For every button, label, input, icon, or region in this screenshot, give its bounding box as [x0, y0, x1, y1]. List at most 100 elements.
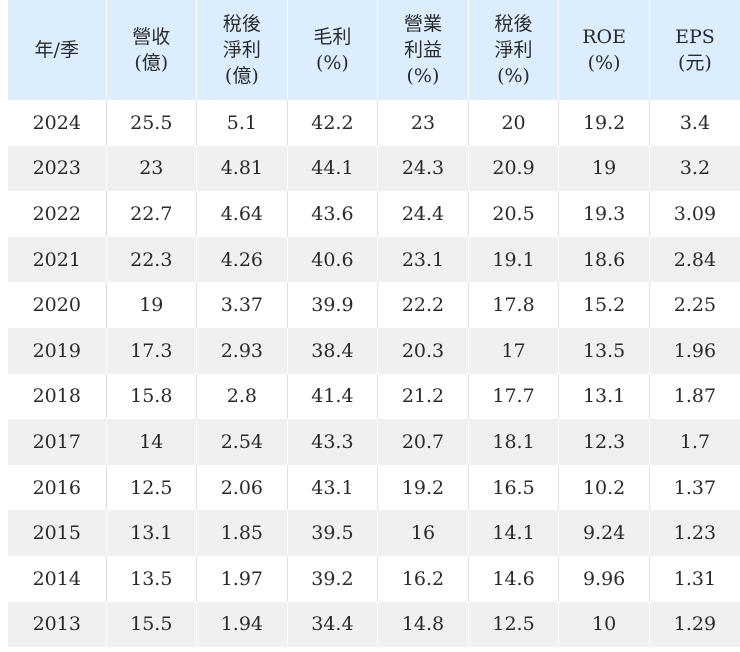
header-label-line: ROE: [582, 26, 626, 48]
value-cell: 2.06: [196, 464, 288, 511]
value-cell: 20.3: [377, 327, 469, 374]
value-cell: 39.2: [287, 555, 379, 602]
value-cell: 24.4: [377, 191, 469, 237]
header-label-line: 營收: [132, 26, 171, 48]
year-cell: 2015: [8, 510, 107, 556]
value-cell: 21.2: [377, 373, 469, 420]
table-row: 2023 23 4.81 44.1 24.3 20.9 19 3.2: [8, 145, 740, 192]
table-row: 2016 12.5 2.06 43.1 19.2 16.5 10.2 1.37: [8, 464, 740, 511]
value-cell: 2.8: [196, 373, 288, 420]
header-eps: EPS (元): [649, 0, 740, 100]
value-cell: 1.31: [649, 555, 740, 602]
value-cell: 12.3: [558, 419, 650, 465]
value-cell: 2.54: [196, 419, 288, 465]
value-cell: 3.4: [649, 100, 740, 146]
value-cell: 44.1: [287, 145, 379, 192]
value-cell: 25.5: [106, 100, 198, 146]
year-cell: 2020: [8, 282, 107, 328]
header-revenue: 營收 (億): [106, 0, 198, 100]
value-cell: 19.2: [558, 100, 650, 146]
header-gross-margin: 毛利 (%): [287, 0, 379, 100]
value-cell: 23: [377, 100, 469, 146]
value-cell: 38.4: [287, 327, 379, 374]
year-cell: 2023: [8, 145, 107, 192]
year-cell: 2019: [8, 327, 107, 374]
value-cell: 43.3: [287, 419, 379, 465]
value-cell: 5.1: [196, 100, 288, 146]
value-cell: 2.25: [649, 282, 740, 328]
value-cell: 22.2: [377, 282, 469, 328]
value-cell: 42.2: [287, 100, 379, 146]
value-cell: 9.96: [558, 555, 650, 602]
value-cell: 17.7: [468, 373, 560, 420]
table-row: 2013 15.5 1.94 34.4 14.8 12.5 10 1.29: [8, 601, 740, 648]
value-cell: 2.93: [196, 327, 288, 374]
value-cell: 12.5: [106, 464, 198, 511]
header-label-line: 營業: [403, 13, 442, 35]
value-cell: 13.5: [106, 555, 198, 602]
value-cell: 14.6: [468, 555, 560, 602]
header-label-line: 年/季: [34, 39, 79, 61]
header-label-line: 淨利: [494, 39, 533, 61]
value-cell: 18.6: [558, 236, 650, 283]
value-cell: 23.1: [377, 236, 469, 283]
value-cell: 19.3: [558, 191, 650, 237]
value-cell: 39.9: [287, 282, 379, 328]
value-cell: 15.2: [558, 282, 650, 328]
header-label-line: 稅後: [494, 13, 533, 35]
value-cell: 24.3: [377, 145, 469, 192]
header-label-line: 利益: [403, 39, 442, 61]
value-cell: 1.94: [196, 601, 288, 648]
value-cell: 16: [377, 510, 469, 556]
financial-table-container: 年/季 營收 (億) 稅後 淨利 (億) 毛利 (%) 營業 利益 (%) 稅後 淨利 (%) ROE (%)…: [8, 0, 740, 652]
value-cell: 10: [558, 601, 650, 648]
value-cell: 10.2: [558, 464, 650, 511]
table-body: 2024 25.5 5.1 42.2 23 20 19.2 3.4 2023 23 4.81 44.1…: [8, 100, 740, 648]
year-cell: 2017: [8, 419, 107, 465]
value-cell: 12.5: [468, 601, 560, 648]
value-cell: 19: [558, 145, 650, 192]
header-year: 年/季: [8, 0, 107, 100]
header-operating-margin: 營業利益 (%): [377, 0, 469, 100]
table-row: 2017 14 2.54 43.3 20.7 18.1 12.3 1.7: [8, 419, 740, 465]
value-cell: 4.81: [196, 145, 288, 192]
financial-table: 年/季 營收 (億) 稅後 淨利 (億) 毛利 (%) 營業 利益 (%) 稅後 淨利 (%) ROE (%)…: [8, 0, 740, 648]
value-cell: 20.7: [377, 419, 469, 465]
value-cell: 1.96: [649, 327, 740, 374]
header-net-margin: 稅後淨利 (%): [468, 0, 560, 100]
table-row: 2019 17.3 2.93 38.4 20.3 17 13.5 1.96: [8, 327, 740, 374]
value-cell: 1.85: [196, 510, 288, 556]
header-label-line: (億): [224, 65, 259, 87]
value-cell: 41.4: [287, 373, 379, 420]
year-cell: 2024: [8, 100, 107, 146]
table-row: 2024 25.5 5.1 42.2 23 20 19.2 3.4: [8, 100, 740, 146]
value-cell: 1.7: [649, 419, 740, 465]
value-cell: 15.8: [106, 373, 198, 420]
value-cell: 3.2: [649, 145, 740, 192]
header-label-line: (%): [497, 65, 530, 87]
year-cell: 2018: [8, 373, 107, 420]
header-label-line: (%): [587, 52, 621, 74]
header-label-line: (%): [406, 65, 440, 87]
header-label-line: 稅後: [222, 13, 261, 35]
value-cell: 17.3: [106, 327, 198, 374]
table-row: 2015 13.1 1.85 39.5 16 14.1 9.24 1.23: [8, 510, 740, 556]
header-label-line: EPS: [675, 26, 715, 48]
value-cell: 13.5: [558, 327, 650, 374]
header-label-line: 淨利: [222, 39, 261, 61]
table-row: 2021 22.3 4.26 40.6 23.1 19.1 18.6 2.84: [8, 236, 740, 283]
value-cell: 20.5: [468, 191, 560, 237]
header-label-line: (%): [315, 52, 349, 74]
table-row: 2018 15.8 2.8 41.4 21.2 17.7 13.1 1.87: [8, 373, 740, 420]
value-cell: 43.6: [287, 191, 379, 237]
table-row: 2014 13.5 1.97 39.2 16.2 14.6 9.96 1.31: [8, 555, 740, 602]
value-cell: 1.37: [649, 464, 740, 511]
value-cell: 34.4: [287, 601, 379, 648]
header-label-line: (元): [678, 52, 712, 74]
value-cell: 4.26: [196, 236, 288, 283]
header-net-income: 稅後淨利 (億): [196, 0, 288, 100]
value-cell: 22.7: [106, 191, 198, 237]
value-cell: 14.1: [468, 510, 560, 556]
value-cell: 3.09: [649, 191, 740, 237]
value-cell: 40.6: [287, 236, 379, 283]
